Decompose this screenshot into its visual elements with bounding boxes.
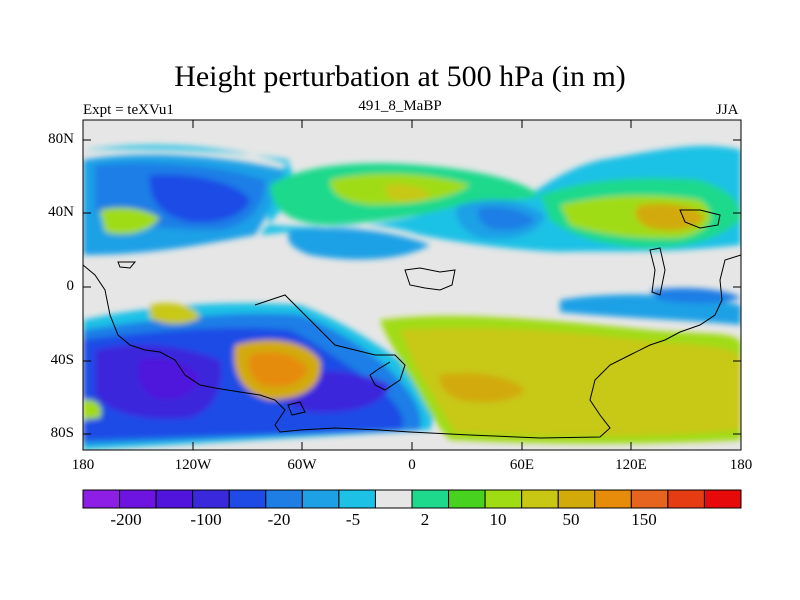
map-field — [83, 120, 741, 450]
colorbar-label: -100 — [190, 510, 222, 529]
colorbar-box — [301, 489, 340, 509]
y-tick-label: 80S — [50, 425, 74, 441]
colorbar-box — [703, 489, 742, 509]
colorbar-label: 10 — [489, 510, 507, 529]
x-tick-label: 120W — [174, 457, 212, 473]
colorbar-label: 2 — [420, 510, 430, 529]
colorbar-box — [557, 489, 596, 509]
colorbar-box — [155, 489, 194, 509]
map-title: Height perturbation at 500 hPa (in m) — [174, 60, 626, 93]
coastline-layer — [82, 209, 742, 439]
x-tick-label: 0 — [408, 457, 416, 473]
colorbar-box — [82, 489, 121, 509]
colorbar-box — [374, 489, 413, 509]
colorbar-box — [630, 489, 669, 509]
colorbar-box — [265, 489, 303, 509]
colorbar — [82, 489, 742, 509]
colorbar-box — [521, 489, 559, 509]
colorbar-box — [594, 489, 632, 509]
colorbar-label: -20 — [267, 510, 291, 529]
experiment-label: Expt = teXVu1 — [83, 102, 174, 118]
colorbar-box — [228, 489, 267, 509]
colorbar-box — [448, 489, 486, 509]
colorbar-label: 50 — [562, 510, 580, 529]
x-tick-label: 60W — [287, 457, 317, 473]
x-tick-label: 60E — [509, 457, 535, 473]
x-tick-label: 120E — [615, 457, 647, 473]
y-tick-label: 0 — [66, 278, 75, 294]
colorbar-label: -5 — [345, 510, 361, 529]
colorbar-box — [667, 489, 705, 509]
y-tick-label: 40N — [48, 204, 74, 220]
y-tick-label: 80N — [48, 131, 74, 147]
x-tick-label: 180 — [71, 457, 95, 473]
x-tick-label: 180 — [729, 457, 753, 473]
colorbar-label: -200 — [110, 510, 142, 529]
colorbar-box — [338, 489, 376, 509]
colorbar-box — [192, 489, 230, 509]
colorbar-box — [484, 489, 523, 509]
period-label: 491_8_MaBP — [358, 98, 442, 114]
colorbar-label: 150 — [631, 510, 657, 529]
contour-fill-layer — [83, 145, 741, 450]
colorbar-box — [411, 489, 450, 509]
axis-ticks — [83, 120, 741, 450]
colorbar-box — [119, 489, 157, 509]
y-tick-label: 40S — [50, 352, 74, 368]
season-label: JJA — [716, 102, 739, 118]
